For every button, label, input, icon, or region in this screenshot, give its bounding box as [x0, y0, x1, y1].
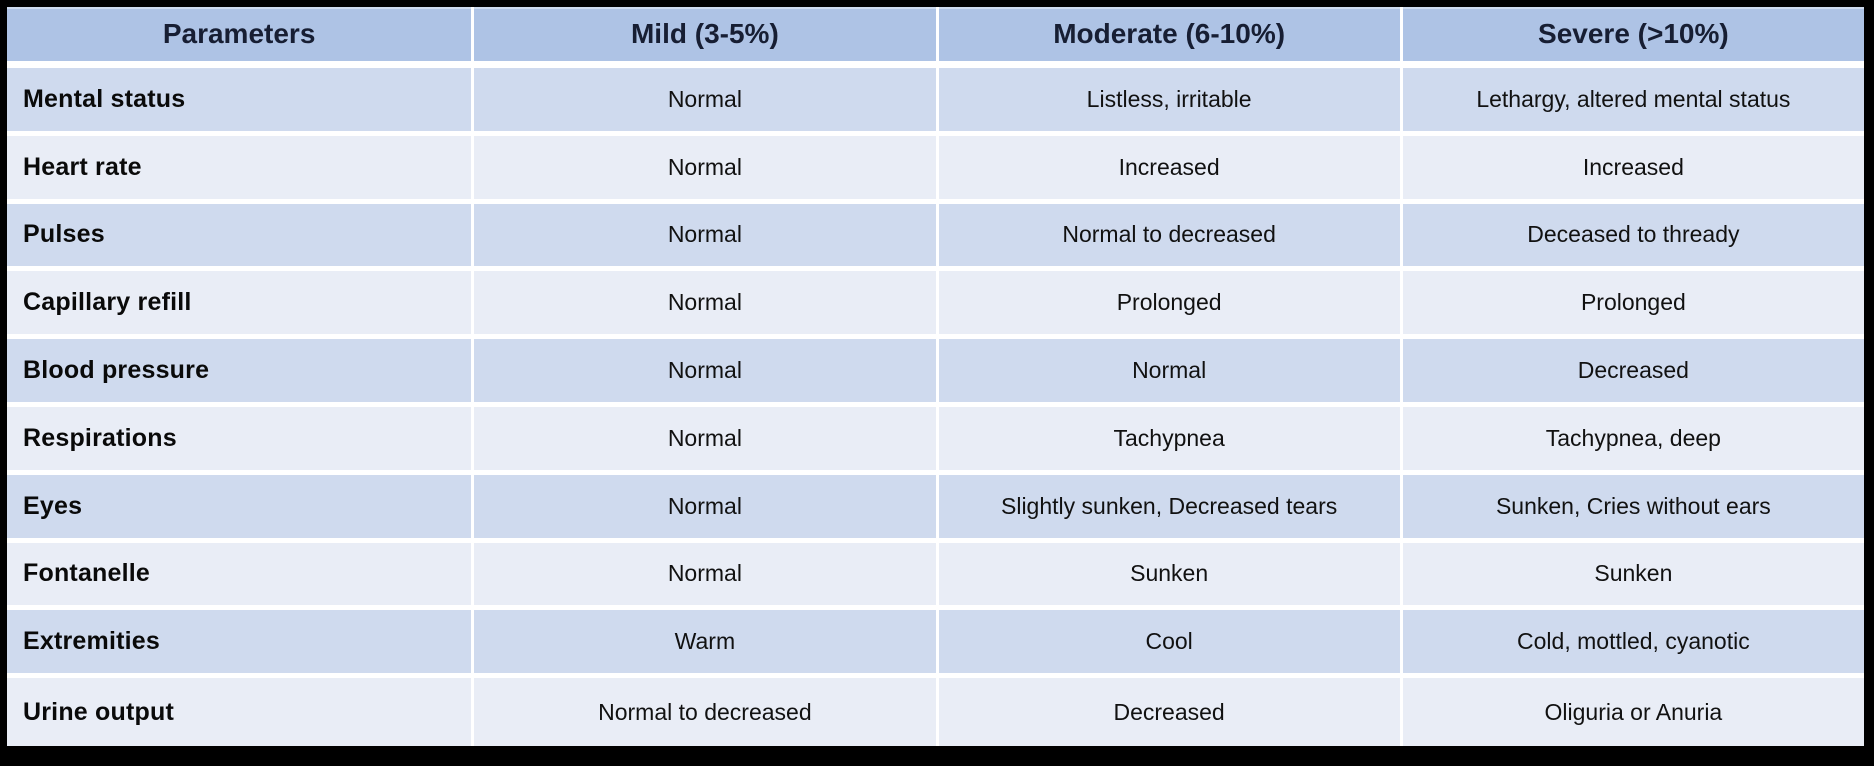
severe-cell: Increased: [1399, 135, 1864, 204]
mild-cell: Normal: [471, 474, 936, 543]
moderate-cell: Normal to decreased: [935, 203, 1400, 272]
parameter-cell: Heart rate: [7, 135, 472, 204]
header-parameters: Parameters: [7, 7, 472, 68]
header-row: Parameters Mild (3-5%) Moderate (6-10%) …: [7, 7, 1864, 68]
severe-cell: Tachypnea, deep: [1399, 406, 1864, 475]
parameter-cell: Extremities: [7, 610, 472, 679]
parameter-cell: Fontanelle: [7, 542, 472, 611]
moderate-cell: Cool: [935, 610, 1400, 679]
mild-cell: Normal: [471, 542, 936, 611]
severe-cell: Sunken, Cries without ears: [1399, 474, 1864, 543]
moderate-cell: Slightly sunken, Decreased tears: [935, 474, 1400, 543]
severe-cell: Cold, mottled, cyanotic: [1399, 610, 1864, 679]
mild-cell: Normal: [471, 68, 936, 136]
mild-cell: Normal to decreased: [471, 678, 936, 746]
table-row: Fontanelle Normal Sunken Sunken: [7, 542, 1864, 611]
table-row: Capillary refill Normal Prolonged Prolon…: [7, 271, 1864, 340]
table-row: Heart rate Normal Increased Increased: [7, 135, 1864, 204]
table-row: Blood pressure Normal Normal Decreased: [7, 339, 1864, 407]
table-row: Pulses Normal Normal to decreased Deceas…: [7, 203, 1864, 272]
mild-cell: Normal: [471, 203, 936, 272]
table-row: Urine output Normal to decreased Decreas…: [7, 678, 1864, 746]
moderate-cell: Prolonged: [935, 271, 1400, 340]
moderate-cell: Listless, irritable: [935, 68, 1400, 136]
severe-cell: Prolonged: [1399, 271, 1864, 340]
moderate-cell: Tachypnea: [935, 406, 1400, 475]
parameter-cell: Eyes: [7, 474, 472, 543]
severe-cell: Sunken: [1399, 542, 1864, 611]
parameter-cell: Capillary refill: [7, 271, 472, 340]
severe-cell: Deceased to thready: [1399, 203, 1864, 272]
dehydration-table: Parameters Mild (3-5%) Moderate (6-10%) …: [7, 7, 1864, 746]
mild-cell: Normal: [471, 135, 936, 204]
moderate-cell: Sunken: [935, 542, 1400, 611]
header-moderate: Moderate (6-10%): [935, 7, 1400, 68]
header-severe: Severe (>10%): [1399, 7, 1864, 68]
moderate-cell: Decreased: [935, 678, 1400, 746]
mild-cell: Warm: [471, 610, 936, 679]
moderate-cell: Increased: [935, 135, 1400, 204]
parameter-cell: Blood pressure: [7, 339, 472, 407]
header-mild: Mild (3-5%): [471, 7, 936, 68]
parameter-cell: Pulses: [7, 203, 472, 272]
mild-cell: Normal: [471, 406, 936, 475]
severe-cell: Oliguria or Anuria: [1399, 678, 1864, 746]
table-row: Eyes Normal Slightly sunken, Decreased t…: [7, 474, 1864, 543]
severe-cell: Lethargy, altered mental status: [1399, 68, 1864, 136]
severe-cell: Decreased: [1399, 339, 1864, 407]
mild-cell: Normal: [471, 271, 936, 340]
moderate-cell: Normal: [935, 339, 1400, 407]
table-row: Respirations Normal Tachypnea Tachypnea,…: [7, 406, 1864, 475]
mild-cell: Normal: [471, 339, 936, 407]
parameter-cell: Mental status: [7, 68, 472, 136]
table-row: Mental status Normal Listless, irritable…: [7, 68, 1864, 136]
table-row: Extremities Warm Cool Cold, mottled, cya…: [7, 610, 1864, 679]
parameter-cell: Urine output: [7, 678, 472, 746]
parameter-cell: Respirations: [7, 406, 472, 475]
table-body: Mental status Normal Listless, irritable…: [7, 68, 1864, 746]
table-header: Parameters Mild (3-5%) Moderate (6-10%) …: [7, 7, 1864, 68]
